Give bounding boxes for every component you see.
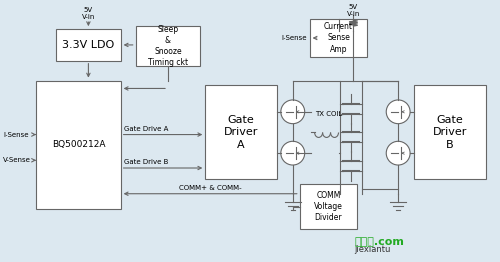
Text: Gate Drive B: Gate Drive B	[124, 159, 168, 165]
Text: Sleep
&
Snooze
Timing ckt: Sleep & Snooze Timing ckt	[148, 25, 188, 67]
Circle shape	[386, 141, 410, 165]
Circle shape	[281, 100, 304, 124]
Text: I-Sense: I-Sense	[281, 35, 306, 41]
Bar	[414, 85, 486, 179]
Text: 接线图.com: 接线图.com	[354, 237, 405, 247]
Circle shape	[386, 100, 410, 124]
Text: Current
Sense
Amp: Current Sense Amp	[324, 22, 353, 54]
Bar	[206, 85, 277, 179]
Text: 5V
V-in: 5V V-in	[346, 4, 360, 17]
Bar	[36, 80, 120, 209]
Circle shape	[281, 141, 304, 165]
Text: BQ500212A: BQ500212A	[52, 140, 105, 149]
Text: I-Sense: I-Sense	[4, 132, 29, 138]
Bar	[56, 29, 120, 61]
Text: COMM+ & COMM-: COMM+ & COMM-	[179, 185, 242, 191]
Text: Gate Drive A: Gate Drive A	[124, 125, 168, 132]
Text: jiexiantu: jiexiantu	[354, 245, 391, 254]
Bar	[300, 184, 358, 229]
Text: 5V
V-in: 5V V-in	[82, 7, 95, 20]
Text: V-Sense: V-Sense	[4, 157, 32, 163]
Bar	[136, 26, 200, 66]
Text: 3.3V LDO: 3.3V LDO	[62, 40, 114, 50]
Text: Gate
Driver
A: Gate Driver A	[224, 115, 258, 150]
Text: COMM
Voltage
Divider: COMM Voltage Divider	[314, 191, 343, 222]
Bar	[310, 19, 368, 57]
Text: Gate
Driver
B: Gate Driver B	[432, 115, 467, 150]
Text: TX COIL: TX COIL	[314, 111, 342, 117]
